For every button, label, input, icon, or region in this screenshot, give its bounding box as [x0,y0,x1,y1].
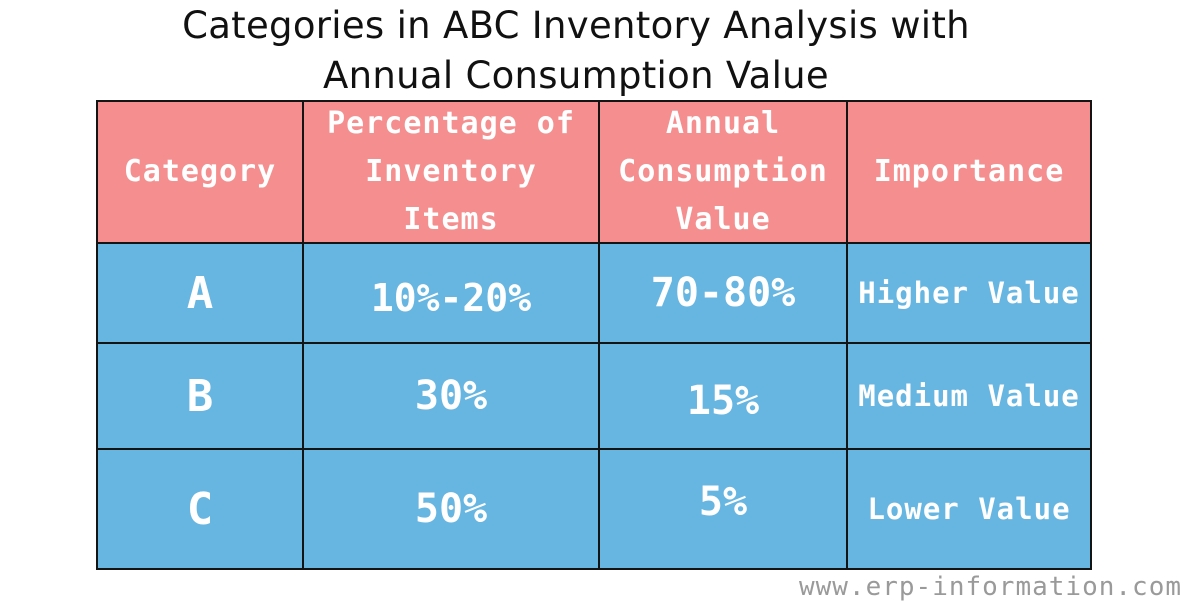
table-row-b-importance: Medium Value [846,342,1092,450]
header-percentage-line-2: Inventory [365,154,537,189]
header-importance-text: Importance [873,154,1065,189]
abc-table: Category Percentage of Inventory Items A… [96,100,1092,570]
percentage-value: 50% [414,486,488,532]
category-label: B [186,370,214,422]
chart-title-line-2: Annual Consumption Value [323,54,829,97]
website-watermark: www.erp-information.com [798,572,1182,602]
header-consumption-line-2: Consumption [618,154,828,189]
table-row-a-percentage: 10%-20% [302,242,600,344]
table-row-b-percentage: 30% [302,342,600,450]
table-row-a-category: A [96,242,304,344]
importance-value: Higher Value [858,276,1080,310]
table-row-c-category: C [96,448,304,570]
table-row-a-consumption: 70-80% [598,242,848,344]
category-label: A [186,267,214,319]
header-category-text: Category [123,154,277,189]
percentage-value: 30% [414,373,488,419]
consumption-value: 70-80% [650,270,796,316]
table-row-c-importance: Lower Value [846,448,1092,570]
table-row-c-percentage: 50% [302,448,600,570]
header-consumption: Annual Consumption Value [598,100,848,244]
header-percentage: Percentage of Inventory Items [302,100,600,244]
importance-value: Medium Value [858,379,1080,413]
category-label: C [186,483,214,535]
header-category: Category [96,100,304,244]
header-percentage-line-1: Percentage of [327,106,575,141]
header-percentage-line-3: Items [403,202,499,237]
header-consumption-line-1: Annual [665,106,781,141]
chart-title-line-1: Categories in ABC Inventory Analysis wit… [182,4,970,47]
table-row-c-consumption: 5% [598,448,848,570]
consumption-value: 15% [686,378,760,424]
importance-value: Lower Value [867,492,1071,526]
percentage-value: 10%-20% [370,276,532,320]
consumption-value: 5% [698,479,748,525]
table-row-b-consumption: 15% [598,342,848,450]
header-importance: Importance [846,100,1092,244]
table-row-b-category: B [96,342,304,450]
table-row-a-importance: Higher Value [846,242,1092,344]
header-consumption-line-3: Value [675,202,771,237]
